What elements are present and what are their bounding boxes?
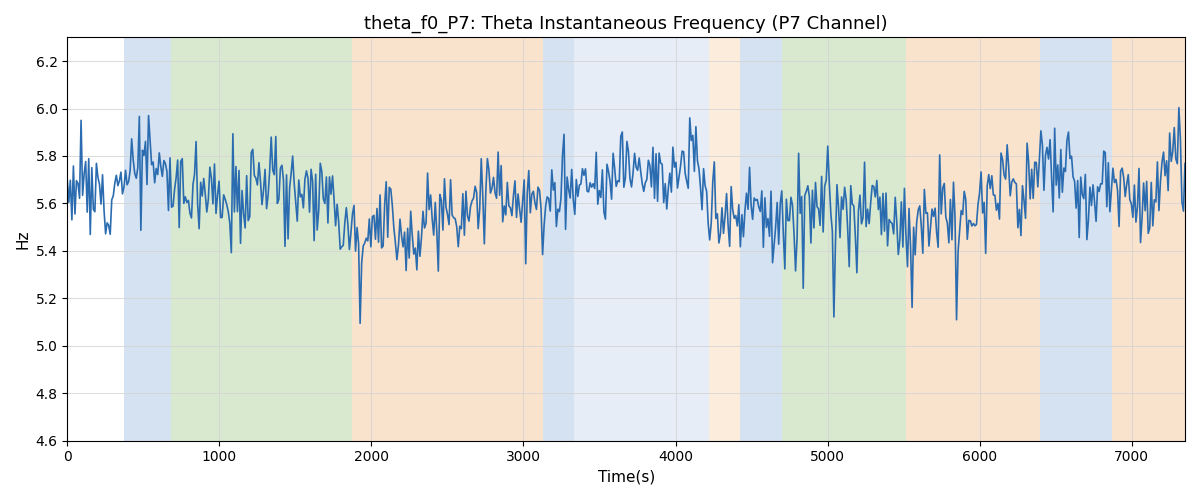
Bar bbox=[709, 38, 740, 440]
Bar bbox=[906, 38, 1040, 440]
Bar bbox=[575, 38, 709, 440]
Bar bbox=[352, 38, 544, 440]
Title: theta_f0_P7: Theta Instantaneous Frequency (P7 Channel): theta_f0_P7: Theta Instantaneous Frequen… bbox=[365, 15, 888, 34]
Bar bbox=[544, 38, 575, 440]
Bar bbox=[170, 38, 352, 440]
X-axis label: Time(s): Time(s) bbox=[598, 470, 655, 485]
Bar bbox=[1040, 38, 1112, 440]
Bar bbox=[1112, 38, 1186, 440]
Bar bbox=[740, 38, 781, 440]
Y-axis label: Hz: Hz bbox=[16, 230, 30, 249]
Bar bbox=[781, 38, 906, 440]
Bar bbox=[125, 38, 170, 440]
